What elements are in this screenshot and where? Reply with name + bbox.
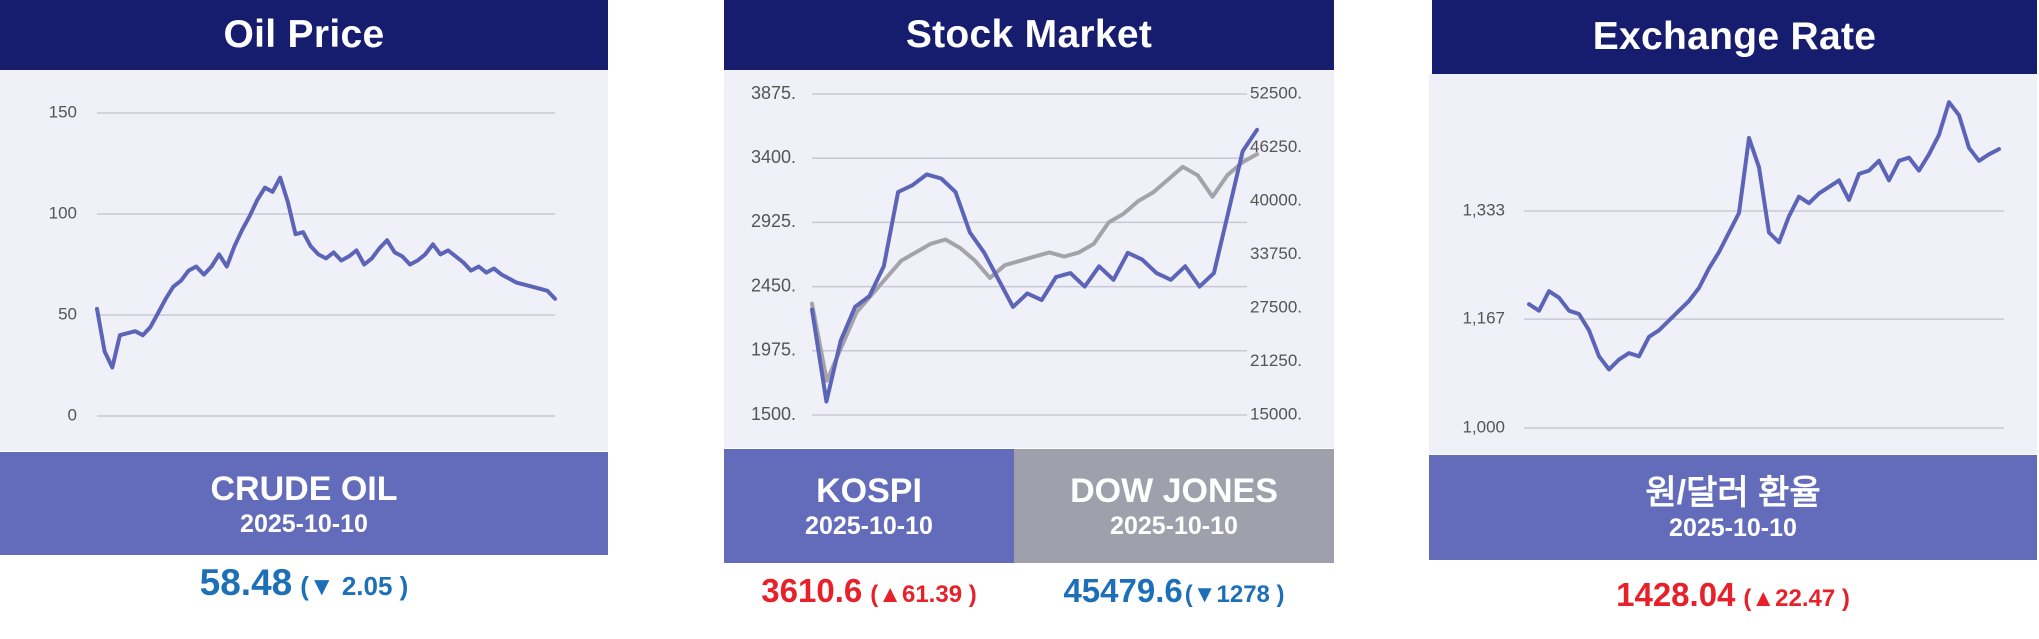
- oil-price-title: Oil Price: [0, 0, 608, 70]
- dow-jones-change: (▼1278 ): [1184, 581, 1285, 608]
- oil-price-chart-svg: 0 50 100 150: [49, 102, 557, 424]
- fx-y-tick-label: 1,167: [1462, 309, 1505, 328]
- kospi-change: (▲61.39 ): [870, 581, 977, 608]
- dow-y-tick-label: 21250.: [1250, 351, 1302, 370]
- dow-jones-label-box: DOW JONES 2025-10-10: [1014, 449, 1334, 563]
- crude-oil-label: CRUDE OIL: [210, 469, 398, 508]
- kospi-y-tick-label: 1975.: [751, 340, 796, 360]
- oil-y-tick-label: 100: [49, 203, 77, 222]
- kospi-y-tick-label: 2450.: [751, 275, 796, 295]
- kospi-series-line: [810, 127, 1259, 404]
- dow-jones-date: 2025-10-10: [1110, 512, 1238, 540]
- exchange-rate-title: Exchange Rate: [1432, 0, 2037, 74]
- dow-y-tick-label: 46250.: [1250, 137, 1302, 156]
- dow-jones-series-line: [810, 152, 1259, 383]
- dow-y-tick-label: 27500.: [1250, 297, 1302, 316]
- exchange-rate-chart: 1,000 1,167 1,333: [1429, 74, 2037, 454]
- usd-krw-change: (▲22.47 ): [1743, 585, 1850, 612]
- stock-market-panel: Stock Market 3875. 3400. 2925. 2450. 1975. 15…: [724, 0, 1334, 639]
- kospi-date: 2025-10-10: [805, 512, 933, 540]
- crude-oil-price-line: 58.48 (▼ 2.05 ): [0, 562, 608, 604]
- oil-y-tick-label: 150: [49, 102, 77, 121]
- stock-market-title: Stock Market: [724, 0, 1334, 70]
- usd-krw-price: 1428.04: [1616, 576, 1736, 613]
- dow-jones-label: DOW JONES: [1070, 472, 1278, 510]
- exchange-rate-panel: Exchange Rate 1,000 1,167 1,333 원/달러 환율 20…: [1429, 0, 2037, 639]
- usd-krw-price-line: 1428.04 (▲22.47 ): [1429, 576, 2037, 614]
- dow-y-tick-label: 33750.: [1250, 244, 1302, 263]
- oil-y-tick-label: 50: [58, 304, 77, 323]
- oil-y-tick-label: 0: [68, 405, 77, 424]
- oil-price-panel: Oil Price 0 50 100 150 CRUDE OIL 2025-10-10…: [0, 0, 608, 639]
- usd-krw-label: 원/달러 환율: [1645, 473, 1821, 512]
- kospi-price: 3610.6: [761, 572, 863, 609]
- dow-y-tick-label: 40000.: [1250, 190, 1302, 209]
- dow-y-tick-label: 52500.: [1250, 83, 1302, 102]
- usd-krw-series-line: [1527, 100, 2001, 372]
- kospi-y-tick-label: 2925.: [751, 211, 796, 231]
- crude-oil-label-box: CRUDE OIL 2025-10-10: [0, 452, 608, 555]
- kospi-label: KOSPI: [816, 472, 922, 510]
- dow-y-tick-label: 15000.: [1250, 404, 1302, 423]
- dow-jones-price: 45479.6: [1063, 572, 1183, 609]
- dow-jones-price-line: 45479.6 (▼1278 ): [1014, 572, 1334, 610]
- crude-oil-series-line: [95, 175, 557, 370]
- kospi-y-tick-label: 3875.: [751, 83, 796, 103]
- crude-oil-price: 58.48: [199, 562, 293, 603]
- oil-price-chart: 0 50 100 150: [0, 70, 608, 451]
- crude-oil-change: (▼ 2.05 ): [300, 571, 409, 601]
- kospi-price-line: 3610.6 (▲61.39 ): [724, 572, 1014, 610]
- kospi-y-tick-label: 3400.: [751, 147, 796, 167]
- kospi-label-box: KOSPI 2025-10-10: [724, 449, 1014, 563]
- exchange-rate-chart-svg: 1,000 1,167 1,333: [1462, 100, 2004, 436]
- stock-market-chart: 3875. 3400. 2925. 2450. 1975. 1500. 52500. 4625…: [724, 70, 1334, 448]
- usd-krw-date: 2025-10-10: [1669, 513, 1797, 542]
- crude-oil-date: 2025-10-10: [240, 509, 368, 538]
- stock-market-chart-svg: 3875. 3400. 2925. 2450. 1975. 1500. 52500. 4625…: [751, 83, 1302, 424]
- usd-krw-label-box: 원/달러 환율 2025-10-10: [1429, 455, 2037, 560]
- kospi-y-tick-label: 1500.: [751, 404, 796, 424]
- fx-y-tick-label: 1,333: [1462, 200, 1505, 219]
- fx-y-tick-label: 1,000: [1462, 417, 1505, 436]
